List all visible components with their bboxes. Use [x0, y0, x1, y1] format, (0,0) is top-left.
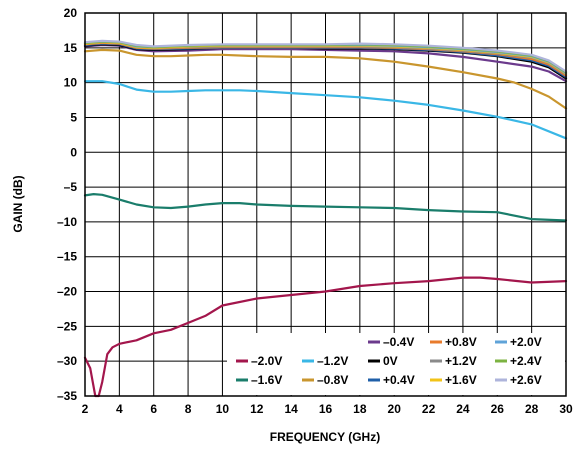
x-tick-label: 16	[319, 402, 333, 416]
x-tick-label: 4	[116, 402, 123, 416]
y-tick-label: –25	[57, 319, 77, 333]
x-tick-label: 22	[422, 402, 436, 416]
legend-label: +2.4V	[510, 354, 542, 368]
x-tick-label: 6	[150, 402, 157, 416]
legend-label: +1.6V	[445, 373, 477, 387]
x-tick-label: 8	[185, 402, 192, 416]
y-tick-label: –20	[57, 285, 77, 299]
series-line-neg2.0V	[83, 276, 568, 398]
x-tick-label: 10	[216, 402, 230, 416]
legend-box	[227, 333, 565, 395]
x-tick-label: 18	[353, 402, 367, 416]
y-tick-labels: 20 15 10 5 0 –5 –10 –15 –20 –25 –30 –35	[57, 6, 77, 403]
y-tick-label: –15	[57, 250, 77, 264]
y-tick-label: 20	[64, 6, 78, 20]
series-line-neg1.6V	[83, 193, 568, 222]
x-tick-label: 2	[82, 402, 89, 416]
series-layer	[83, 39, 568, 398]
legend-label: +0.8V	[445, 335, 477, 349]
legend-label: +2.0V	[510, 335, 542, 349]
legend-label: –0.8V	[317, 373, 348, 387]
x-tick-label: 30	[559, 402, 573, 416]
legend-label: –0.4V	[383, 335, 414, 349]
legend-label: –1.2V	[317, 354, 348, 368]
plot-frame	[84, 12, 567, 397]
y-axis-title: GAIN (dB)	[11, 175, 25, 232]
y-tick-label: –30	[57, 354, 77, 368]
series-line-neg1.2V	[83, 80, 568, 140]
legend-label: +2.6V	[510, 373, 542, 387]
x-axis-title: FREQUENCY (GHz)	[270, 430, 380, 444]
x-tick-label: 20	[388, 402, 402, 416]
y-tick-label: –5	[64, 180, 78, 194]
y-tick-label: –10	[57, 215, 77, 229]
legend-label: +1.2V	[445, 354, 477, 368]
y-tick-label: 15	[64, 41, 78, 55]
y-tick-label: 0	[70, 145, 77, 159]
y-tick-label: –35	[57, 389, 77, 403]
y-tick-label: 5	[70, 110, 77, 124]
legend-label: +0.4V	[383, 373, 415, 387]
legend-label: –1.6V	[251, 373, 282, 387]
y-tick-label: 10	[64, 76, 78, 90]
series-line-pos2.6V	[83, 39, 568, 73]
x-tick-label: 26	[491, 402, 505, 416]
legend-label: 0V	[383, 354, 398, 368]
x-tick-label: 12	[250, 402, 264, 416]
x-tick-label: 28	[525, 402, 539, 416]
series-line-neg0.8V	[83, 48, 568, 110]
legend-label: –2.0V	[251, 354, 282, 368]
x-tick-labels: 2 4 6 8 10 12 14 16 18 20 22 24 26 28 30	[82, 402, 573, 416]
x-tick-label: 24	[456, 402, 470, 416]
x-tick-label: 14	[284, 402, 298, 416]
legend: –0.4V +0.8V +2.0V –2.0V –1.2V 0V +1.2V +2.4V –1.…	[227, 333, 565, 395]
